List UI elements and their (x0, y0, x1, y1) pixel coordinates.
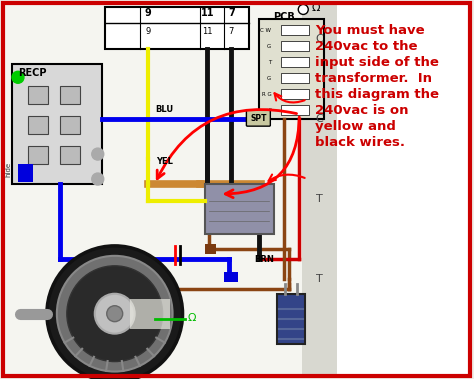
Text: 9: 9 (144, 8, 151, 19)
Circle shape (12, 71, 24, 83)
Text: BRN: BRN (255, 255, 274, 264)
Circle shape (57, 256, 173, 371)
Bar (28, 116, 48, 134)
Text: RECP: RECP (18, 68, 46, 78)
Text: 11: 11 (201, 8, 214, 19)
Text: T: T (268, 60, 271, 65)
Bar (281, 105, 309, 115)
Circle shape (67, 266, 163, 362)
Text: T: T (316, 194, 323, 204)
FancyArrowPatch shape (225, 117, 299, 198)
Text: G: G (267, 76, 271, 81)
Bar (130, 299, 170, 329)
FancyArrowPatch shape (268, 174, 305, 181)
FancyArrowPatch shape (274, 93, 305, 102)
Bar (60, 116, 80, 134)
Text: Ω: Ω (188, 313, 196, 323)
Text: You must have
240vac to the
input side of the
transformer.  In
this diagram the
: You must have 240vac to the input side o… (315, 24, 439, 149)
Bar (281, 73, 309, 83)
Bar (281, 89, 309, 99)
Circle shape (298, 5, 308, 14)
Circle shape (95, 294, 135, 334)
Text: PCB: PCB (273, 13, 295, 22)
Text: R G: R G (262, 92, 271, 97)
Text: C W: C W (260, 28, 271, 33)
Text: hide: hide (5, 161, 11, 177)
Text: 7: 7 (228, 8, 235, 19)
Bar (12, 64, 102, 184)
FancyBboxPatch shape (246, 110, 270, 126)
Text: C: C (315, 34, 323, 44)
Text: YEL: YEL (155, 157, 173, 166)
Bar (259, 19, 324, 119)
Bar (277, 294, 305, 344)
Bar (281, 25, 309, 35)
Bar (204, 184, 274, 234)
Bar (18, 164, 33, 182)
Bar (3, 3, 302, 376)
Bar (281, 41, 309, 51)
Bar (281, 57, 309, 67)
Bar (302, 3, 337, 376)
FancyArrowPatch shape (157, 110, 297, 179)
Bar (60, 146, 80, 164)
Bar (302, 3, 470, 376)
Circle shape (92, 173, 104, 185)
Circle shape (92, 148, 104, 160)
Text: 11: 11 (202, 27, 213, 36)
Bar (204, 244, 217, 254)
Text: SPT: SPT (250, 114, 266, 123)
Text: Ω: Ω (312, 3, 320, 13)
Circle shape (107, 306, 123, 322)
Text: 9: 9 (145, 27, 150, 36)
Text: T: T (316, 274, 323, 284)
Text: G: G (267, 44, 271, 49)
Bar (28, 146, 48, 164)
Text: C: C (315, 114, 323, 124)
Bar (225, 272, 238, 282)
Bar (28, 86, 48, 104)
Text: 7: 7 (229, 27, 234, 36)
Text: F: F (268, 108, 271, 113)
Bar (105, 8, 249, 49)
Circle shape (47, 246, 182, 379)
Bar (60, 86, 80, 104)
Text: BLU: BLU (155, 105, 173, 114)
